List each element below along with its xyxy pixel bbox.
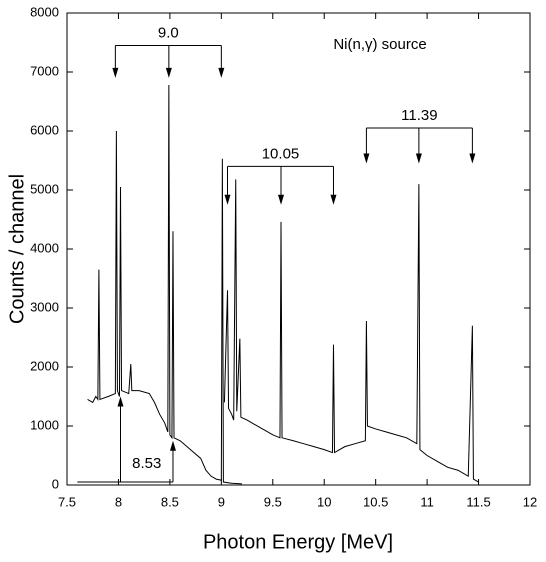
arrow-head (278, 194, 285, 205)
annotation: Ni(n,γ) source (333, 36, 426, 53)
arrow-head (330, 194, 337, 205)
x-tick-label: 8.5 (161, 494, 179, 509)
arrow-head (415, 153, 422, 164)
arrow-head (169, 440, 176, 451)
y-tick-label: 4000 (30, 240, 59, 255)
arrow-head (363, 153, 370, 164)
x-tick-label: 12 (523, 494, 537, 509)
spectrum-line (87, 84, 242, 485)
arrow-head (218, 67, 225, 78)
x-axis-label: Photon Energy [MeV] (203, 531, 393, 553)
y-tick-label: 1000 (30, 417, 59, 432)
bracket-label: 8.53 (132, 455, 161, 472)
spectrum-line (223, 179, 479, 483)
x-tick-label: 11 (420, 494, 434, 509)
bracket-label: 9.0 (158, 24, 179, 41)
x-tick-label: 8 (115, 494, 122, 509)
y-tick-label: 8000 (30, 4, 59, 19)
x-tick-label: 7.5 (58, 494, 76, 509)
arrow-head (117, 396, 124, 407)
plot-frame (66, 12, 531, 486)
x-tick-label: 9.5 (264, 494, 282, 509)
y-tick-label: 3000 (30, 299, 59, 314)
y-axis-label: Counts / channel (6, 174, 28, 324)
y-tick-label: 7000 (30, 63, 59, 78)
arrow-head (224, 194, 231, 205)
arrow-head (165, 67, 172, 78)
x-tick-label: 10 (317, 494, 331, 509)
arrow-head (469, 153, 476, 164)
y-tick-label: 2000 (30, 358, 59, 373)
y-tick-label: 5000 (30, 181, 59, 196)
y-tick-label: 0 (52, 476, 59, 491)
x-tick-label: 11.5 (466, 494, 490, 509)
bracket-label: 10.05 (262, 145, 300, 162)
bracket-label: 11.39 (401, 107, 437, 124)
x-tick-label: 9 (218, 494, 225, 509)
y-tick-label: 6000 (30, 122, 59, 137)
x-tick-label: 10.5 (363, 494, 388, 509)
arrow-head (112, 67, 119, 78)
